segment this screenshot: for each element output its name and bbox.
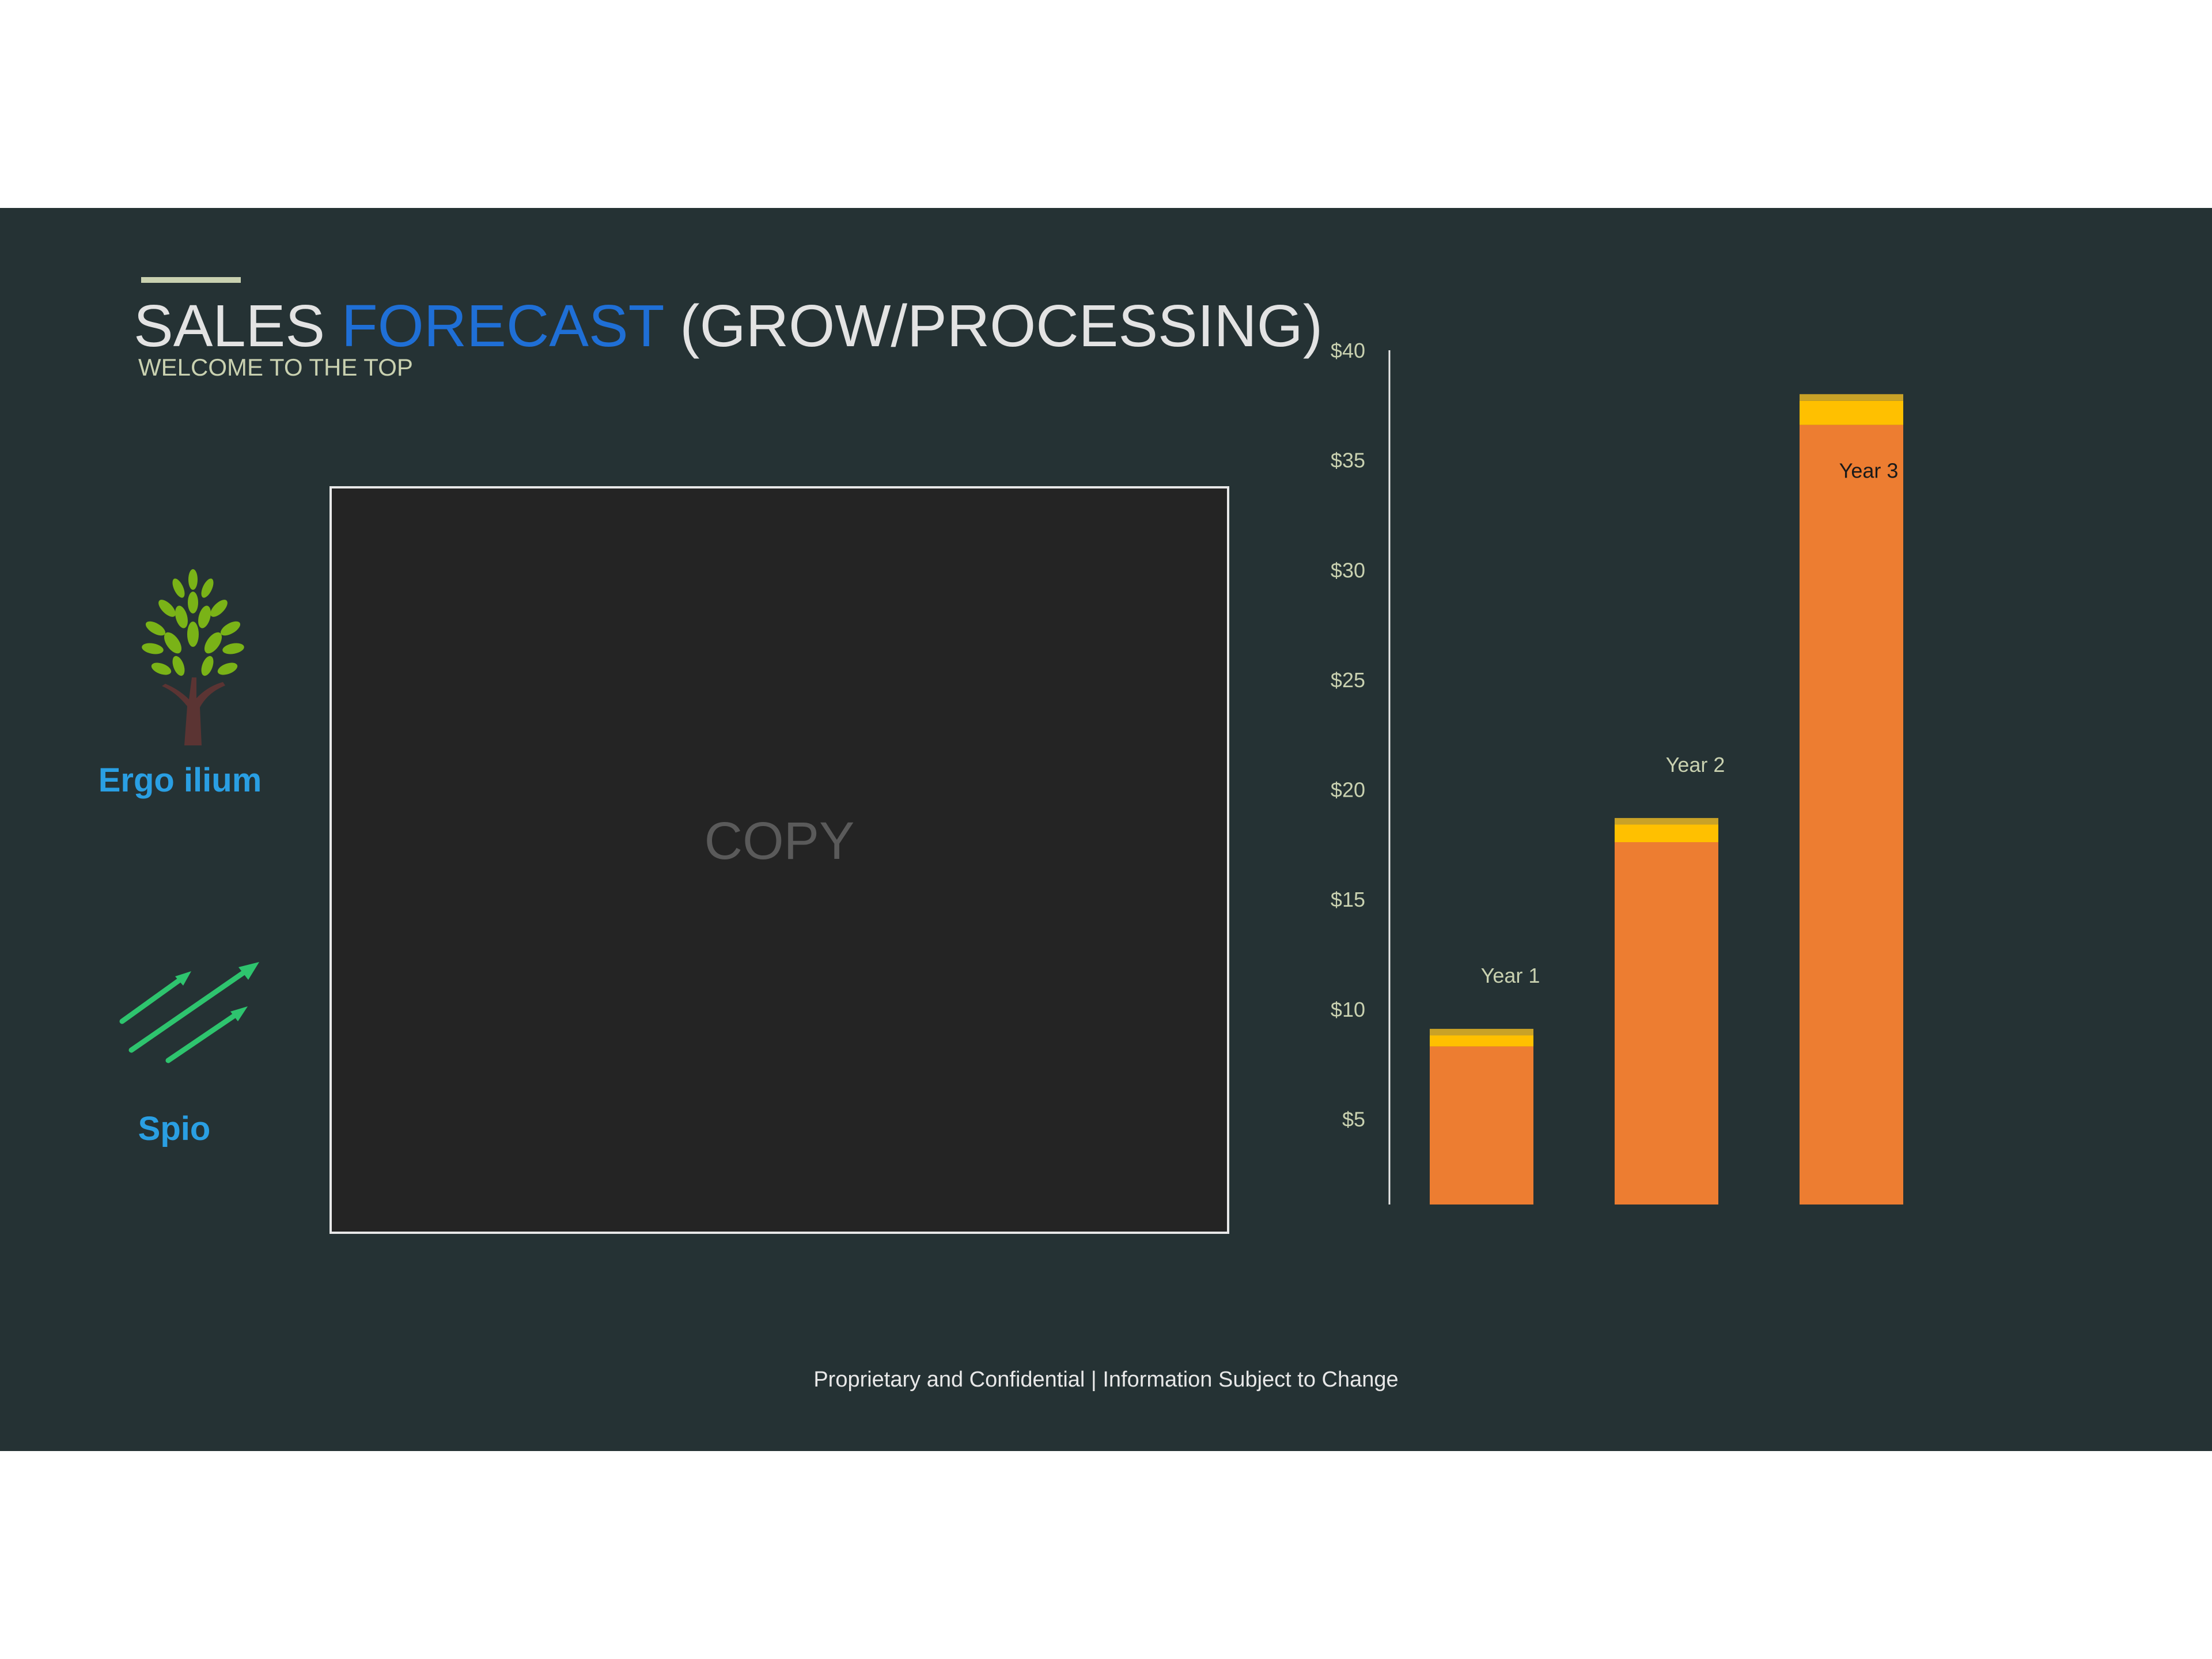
copy-placeholder-text: COPY: [704, 812, 855, 870]
tree-icon: [142, 569, 244, 745]
data-label: Year 1: [1481, 964, 1540, 987]
growth-arrows-icon: [119, 962, 259, 1063]
y-tick-label: $30: [1331, 558, 1365, 582]
subtitle: WELCOME TO THE TOP: [138, 354, 413, 381]
bar-segment: [1430, 1029, 1533, 1036]
title-part-3: (GROW/PROCESSING): [663, 293, 1323, 359]
bar-segment: [1615, 818, 1718, 825]
feature-label-ergo-ilium: Ergo ilium: [98, 762, 262, 799]
bar-segment: [1615, 842, 1718, 1205]
y-tick-label: $40: [1331, 339, 1365, 362]
bar-segment: [1800, 394, 1903, 401]
title-accent-bar: [141, 277, 241, 283]
y-tick-label: $15: [1331, 888, 1365, 911]
bar-segment: [1800, 425, 1903, 1205]
y-tick-label: $25: [1331, 668, 1365, 692]
y-tick-label: $35: [1331, 449, 1365, 472]
copy-placeholder-box: COPY: [329, 486, 1229, 1234]
y-tick-label: $20: [1331, 778, 1365, 802]
page-title: SALES FORECAST (GROW/PROCESSING): [134, 292, 1323, 360]
bar-segment: [1615, 824, 1718, 842]
slide: SALES FORECAST (GROW/PROCESSING) WELCOME…: [0, 208, 2212, 1451]
bar-segment: [1430, 1046, 1533, 1205]
title-part-1: SALES: [134, 293, 342, 359]
footer-text: Proprietary and Confidential | Informati…: [813, 1368, 1399, 1392]
y-tick-label: $10: [1331, 998, 1365, 1021]
bar-segment: [1800, 400, 1903, 425]
bar-segment: [1430, 1035, 1533, 1047]
data-label: Year 2: [1666, 753, 1725, 777]
data-label: Year 3: [1839, 459, 1899, 482]
feature-label-spio: Spio: [138, 1110, 211, 1147]
y-tick-label: $5: [1342, 1107, 1365, 1131]
title-highlight: FORECAST: [341, 293, 664, 359]
